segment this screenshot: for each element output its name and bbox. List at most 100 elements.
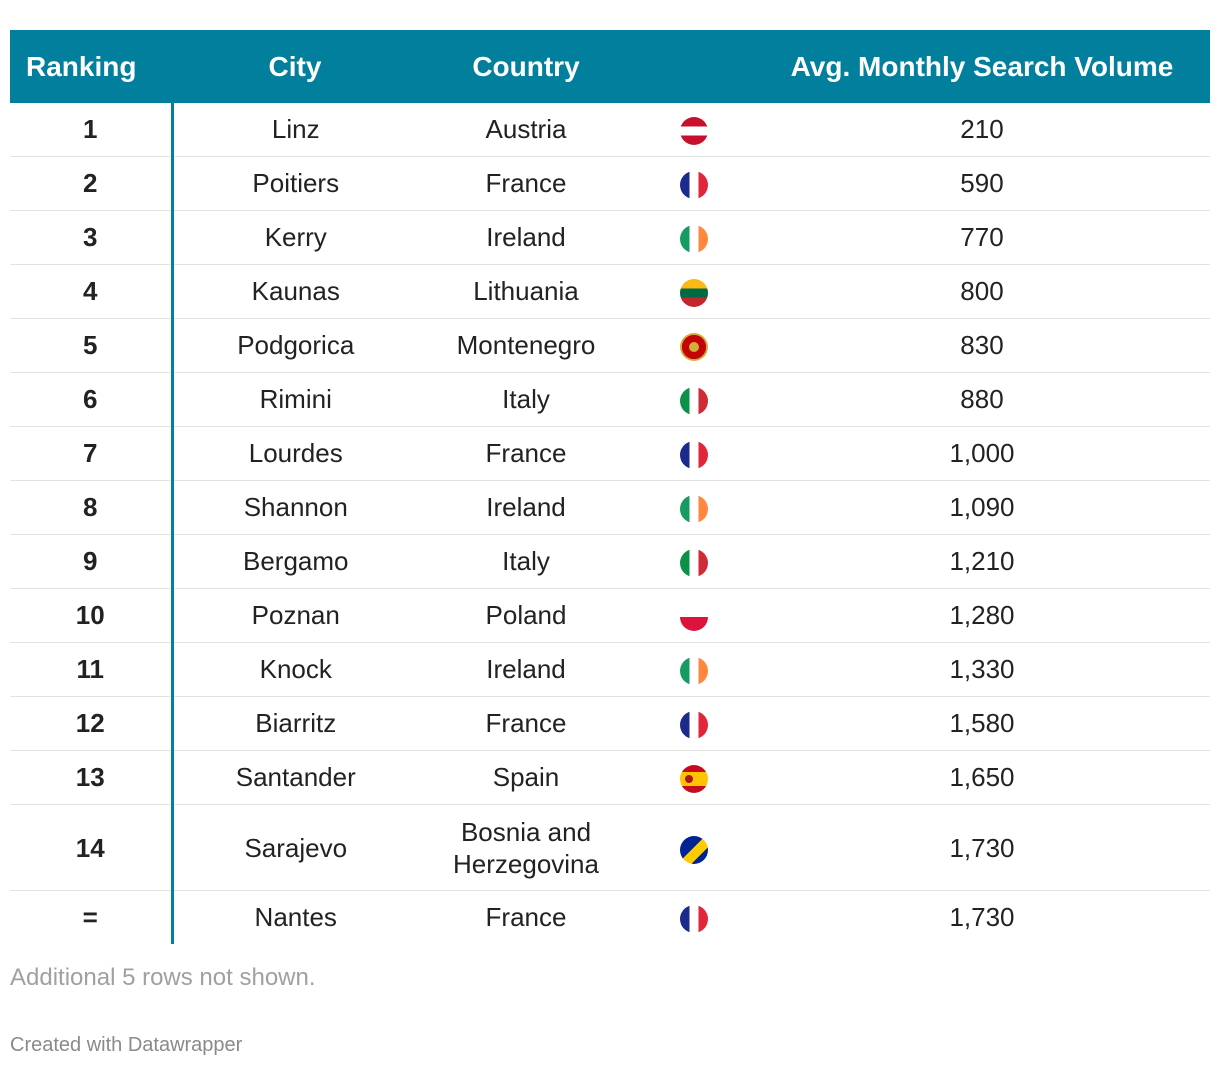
header-city[interactable]: City <box>172 30 418 103</box>
rows-not-shown-note: Additional 5 rows not shown. <box>10 964 316 991</box>
cell-flag <box>634 372 754 427</box>
cell-ranking: 3 <box>10 210 174 265</box>
montenegro-flag-icon <box>680 333 708 362</box>
table-row: 7 Lourdes France 1,000 <box>10 426 1210 481</box>
cell-search-volume: 1,330 <box>754 642 1210 697</box>
cell-ranking: 11 <box>10 642 174 697</box>
cell-flag <box>634 750 754 805</box>
cell-country: France <box>418 696 634 751</box>
table-row: 10 Poznan Poland 1,280 <box>10 588 1210 643</box>
cell-search-volume: 1,090 <box>754 480 1210 535</box>
austria-flag-icon <box>680 117 708 146</box>
cell-country: Austria <box>418 103 634 157</box>
cell-country: Italy <box>418 372 634 427</box>
cell-country: Montenegro <box>418 318 634 373</box>
table-row: 6 Rimini Italy 880 <box>10 372 1210 427</box>
cell-flag <box>634 696 754 751</box>
cell-search-volume: 1,210 <box>754 534 1210 589</box>
cell-country: France <box>418 426 634 481</box>
header-country[interactable]: Country <box>418 30 634 103</box>
header-flag <box>634 30 754 103</box>
cell-search-volume: 1,730 <box>754 804 1210 891</box>
cell-search-volume: 1,730 <box>949 902 1015 932</box>
cell-search-volume: 1,580 <box>754 696 1210 751</box>
cell-city: Knock <box>172 642 418 697</box>
cell-ranking: 2 <box>10 156 174 211</box>
cell-city: Biarritz <box>172 696 418 751</box>
ireland-flag-icon <box>680 495 708 524</box>
lithuania-flag-icon <box>680 279 708 308</box>
cell-city: Poitiers <box>172 156 418 211</box>
cell-country: Ireland <box>418 642 634 697</box>
cell-ranking: 13 <box>10 750 174 805</box>
table-row: 9 Bergamo Italy 1,210 <box>10 534 1210 589</box>
ireland-flag-icon <box>680 225 708 254</box>
table-header-row: Ranking City Country Avg. Monthly Search… <box>10 30 1210 103</box>
cell-country-line: Bosnia and <box>460 816 592 847</box>
cell-city: Podgorica <box>172 318 418 373</box>
cell-city: Shannon <box>172 480 418 535</box>
cell-country: Italy <box>418 534 634 589</box>
cell-search-volume: 830 <box>754 318 1210 373</box>
header-search-volume[interactable]: Avg. Monthly Search Volume <box>754 30 1210 103</box>
cell-search-volume: 1,650 <box>754 750 1210 805</box>
ranking-table-container: Ranking City Country Avg. Monthly Search… <box>10 30 1210 944</box>
cell-flag <box>634 426 754 481</box>
cell-flag <box>634 534 754 589</box>
cell-flag <box>634 891 754 945</box>
table-row: 4 Kaunas Lithuania 800 <box>10 264 1210 319</box>
spain-flag-icon <box>680 765 708 794</box>
cell-ranking: 8 <box>10 480 174 535</box>
france-flag-icon <box>680 441 708 470</box>
cell-ranking: 4 <box>10 264 174 319</box>
cell-country: Bosnia and Herzegovina <box>418 804 634 891</box>
table-row: 13 Santander Spain 1,650 <box>10 750 1210 805</box>
table-row: = Nantes France 1,730 <box>10 890 1210 945</box>
cell-country: Poland <box>418 588 634 643</box>
cell-country: Spain <box>418 750 634 805</box>
cell-city: Linz <box>172 103 418 157</box>
cell-ranking: 7 <box>10 426 174 481</box>
cell-search-volume: 1,280 <box>754 588 1210 643</box>
cell-flag <box>634 264 754 319</box>
cell-ranking: 5 <box>10 318 174 373</box>
cell-country: Lithuania <box>418 264 634 319</box>
cell-city: Rimini <box>172 372 418 427</box>
cell-ranking: 9 <box>10 534 174 589</box>
france-flag-icon <box>680 905 708 934</box>
cell-city: Nantes <box>254 902 337 932</box>
cell-country: France <box>485 902 567 932</box>
cell-country: France <box>418 156 634 211</box>
header-ranking[interactable]: Ranking <box>10 30 172 103</box>
table-row: 14 Sarajevo Bosnia and Herzegovina 1,730 <box>10 804 1210 891</box>
cell-search-volume: 590 <box>754 156 1210 211</box>
cell-city: Kaunas <box>172 264 418 319</box>
cell-city: Sarajevo <box>172 804 418 891</box>
cell-search-volume: 210 <box>754 103 1210 157</box>
italy-flag-icon <box>680 549 708 578</box>
table-row: 8 Shannon Ireland 1,090 <box>10 480 1210 535</box>
ireland-flag-icon <box>680 657 708 686</box>
cell-search-volume: 1,000 <box>754 426 1210 481</box>
cell-search-volume: 770 <box>754 210 1210 265</box>
cell-city: Santander <box>172 750 418 805</box>
table-row: 12 Biarritz France 1,580 <box>10 696 1210 751</box>
cell-flag <box>634 318 754 373</box>
cell-country: Ireland <box>418 210 634 265</box>
cell-flag <box>634 210 754 265</box>
cell-city: Poznan <box>172 588 418 643</box>
cell-ranking: 1 <box>10 103 174 157</box>
cell-flag <box>634 804 754 891</box>
cell-country: Ireland <box>418 480 634 535</box>
cell-search-volume: 800 <box>754 264 1210 319</box>
bosnia-flag-icon <box>680 835 708 864</box>
datawrapper-credit: Created with Datawrapper <box>10 1034 243 1056</box>
cell-ranking: = <box>10 890 174 944</box>
france-flag-icon <box>680 711 708 740</box>
cell-search-volume: 880 <box>754 372 1210 427</box>
cell-flag <box>634 588 754 643</box>
ranking-table: Ranking City Country Avg. Monthly Search… <box>10 30 1210 944</box>
cell-city: Bergamo <box>172 534 418 589</box>
cell-flag <box>634 642 754 697</box>
poland-flag-icon <box>680 603 708 632</box>
